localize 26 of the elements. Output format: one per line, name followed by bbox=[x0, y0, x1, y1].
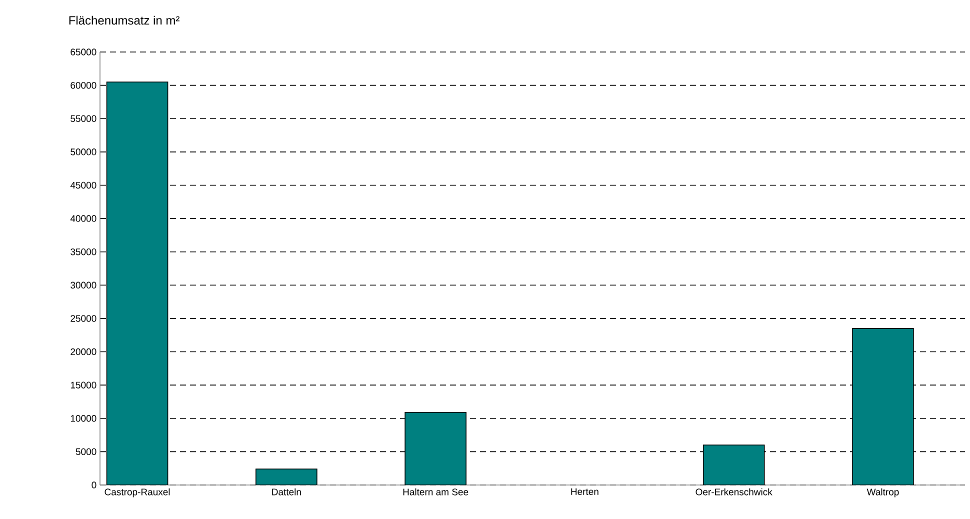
y-tick-label: 30000 bbox=[70, 282, 96, 289]
y-tick-label: 55000 bbox=[70, 115, 96, 122]
bar bbox=[404, 412, 466, 485]
x-tick-label: Haltern am See bbox=[403, 488, 468, 496]
y-tick-label: 40000 bbox=[70, 215, 96, 222]
y-tick-label: 50000 bbox=[70, 148, 96, 156]
y-tick-label: 10000 bbox=[70, 415, 96, 422]
y-tick-label: 35000 bbox=[70, 248, 96, 256]
bar bbox=[852, 328, 914, 485]
bar bbox=[256, 468, 318, 485]
bar bbox=[702, 444, 765, 485]
x-tick-label: Herten bbox=[571, 488, 598, 495]
y-tick-label: 45000 bbox=[70, 182, 96, 189]
y-tick-label: 20000 bbox=[70, 348, 96, 356]
x-tick-label: Datteln bbox=[272, 488, 301, 496]
y-tick-label: 15000 bbox=[70, 382, 96, 388]
y-tick-label: 5000 bbox=[76, 448, 96, 456]
bar bbox=[106, 82, 168, 485]
y-tick-label: 0 bbox=[92, 482, 96, 488]
y-axis-title: Flächenumsatz in m² bbox=[69, 16, 180, 25]
x-tick-label: Castrop-Rauxel bbox=[104, 488, 170, 498]
y-tick-label: 65000 bbox=[70, 48, 96, 56]
x-tick-label: Waltrop bbox=[866, 488, 899, 498]
x-tick-label: Oer-Erkenschwick bbox=[696, 488, 772, 496]
y-tick-label: 60000 bbox=[70, 82, 96, 89]
y-tick-label: 25000 bbox=[70, 315, 96, 322]
